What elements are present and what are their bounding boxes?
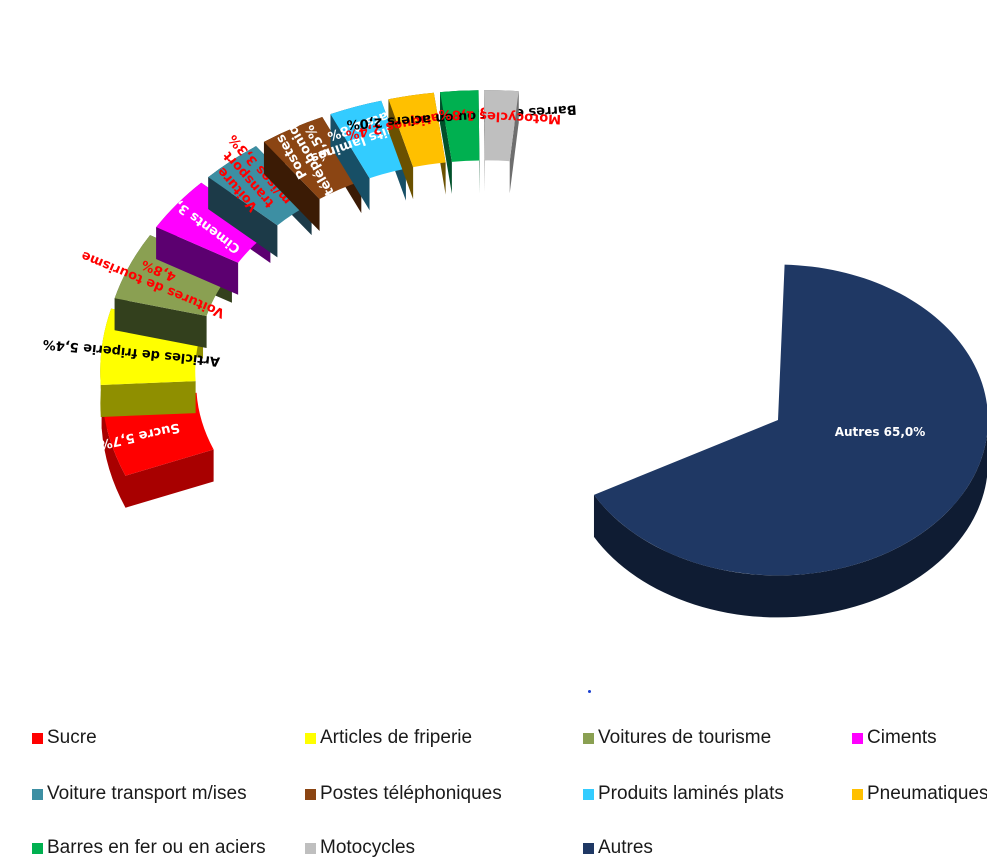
legend-swatch [32,788,43,800]
slice-top [440,90,480,162]
legend-item: Motocycles [305,836,415,860]
slice-top [388,92,446,168]
slice-edge [440,92,452,194]
legend-swatch [32,842,43,854]
slice-barres-en-fer-ou-en-aciers [440,90,480,194]
slice-motocycles [484,90,519,194]
legend-swatch [583,842,594,854]
data-label: Motocycles 1,8% [438,106,561,126]
slice-edge [114,298,207,348]
legend-swatch [852,788,863,800]
legend-swatch [305,788,316,800]
slice-edge [263,141,320,231]
legend-label: Voitures de tourisme [598,727,772,748]
legend-label: Autres [598,837,653,858]
slice-autres: Autres 65,0% [593,264,987,618]
legend-item: Autres [583,836,653,860]
slice-postes-t-l-phoniques [263,116,362,231]
stray-dot [588,690,591,693]
legend-swatch [305,732,316,744]
slice-edge [100,381,196,418]
slice-top [114,235,232,316]
slice-top [484,90,519,162]
data-label: Autres 65,0% [835,425,926,439]
legend-item: Voiture transport m/ises [32,782,247,806]
chart-legend: Sucre Articles de friperie Voitures de tou… [0,722,987,859]
legend-label: Motocycles [320,837,416,858]
slice-edge [125,449,214,508]
legend-swatch [32,732,43,744]
slice-top [593,264,987,576]
legend-item: Sucre [32,726,97,750]
legend-swatch [583,732,594,744]
slice-top [156,182,271,263]
slice-pneumatiques [388,92,446,200]
slice-side [593,434,987,618]
legend-label: Barres en fer ou en aciers [47,837,266,858]
legend-item: Pneumatiques [852,782,987,806]
legend-swatch [583,788,594,800]
legend-swatch [852,732,863,744]
legend-swatch [305,842,316,854]
legend-item: Produits laminés plats [583,782,784,806]
slice-top [208,146,312,226]
slice-edge [330,114,370,211]
slice-edge [484,90,485,193]
legend-item: Barres en fer ou en aciers [32,836,266,860]
legend-label: Produits laminés plats [598,783,784,804]
slice-produits-lamin-s-plats [330,100,406,211]
slice-edge [208,177,278,258]
legend-label: Postes téléphoniques [320,783,502,804]
legend-item: Articles de friperie [305,726,472,750]
legend-item: Voitures de tourisme [583,726,771,750]
slice-edge [388,99,414,200]
slice-side [101,396,126,508]
legend-item: Postes téléphoniques [305,782,502,806]
slice-top [330,100,406,179]
legend-label: Ciments [867,727,937,748]
data-label-line: Motocycles 1,8% [438,106,561,126]
slice-edge [509,91,519,194]
legend-label: Voiture transport m/ises [47,783,247,804]
legend-label: Sucre [47,727,97,748]
legend-label: Articles de friperie [320,727,473,748]
legend-label: Pneumatiques [867,783,987,804]
slice-edge [156,227,239,295]
legend-item: Ciments [852,726,937,750]
slice-top [263,116,362,199]
